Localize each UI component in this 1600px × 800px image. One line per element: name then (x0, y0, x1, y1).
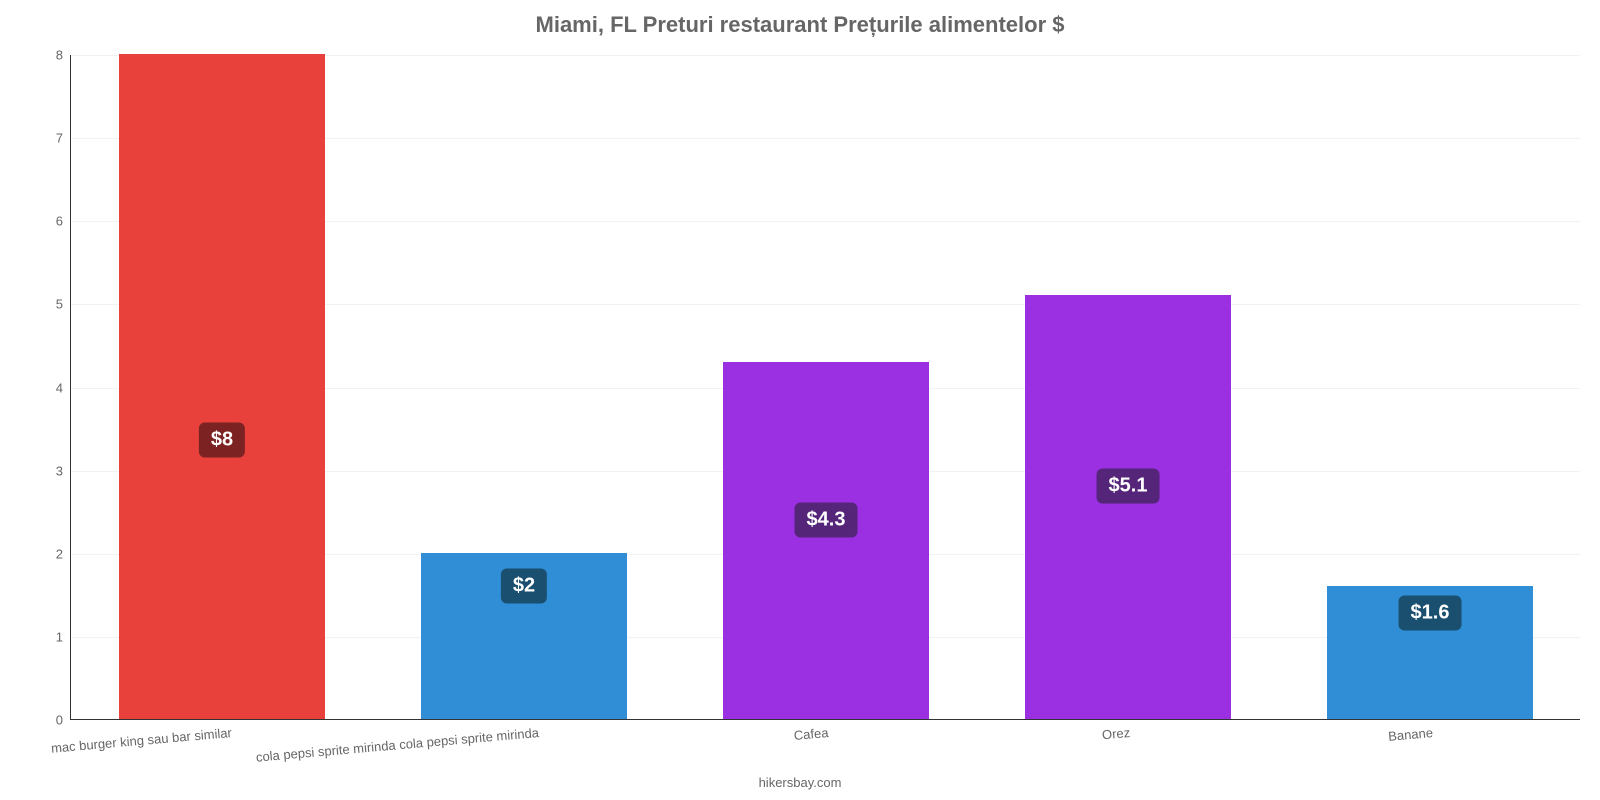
bar: $8 (119, 54, 324, 719)
x-tick-label: Cafea (793, 725, 829, 743)
plot-area: 012345678$8mac burger king sau bar simil… (70, 55, 1580, 720)
y-tick-label: 8 (56, 48, 63, 63)
source-attribution: hikersbay.com (759, 775, 842, 790)
y-tick-label: 4 (56, 380, 63, 395)
bar-value-label: $2 (501, 569, 547, 604)
y-tick-label: 3 (56, 463, 63, 478)
x-tick-label: Banane (1388, 725, 1434, 744)
bar: $2 (421, 553, 626, 719)
bar-value-label: $5.1 (1097, 469, 1160, 504)
bar-value-label: $8 (199, 422, 245, 457)
bar: $4.3 (723, 362, 928, 719)
y-tick-label: 6 (56, 214, 63, 229)
bar-value-label: $1.6 (1399, 595, 1462, 630)
y-tick-label: 7 (56, 131, 63, 146)
y-tick-label: 5 (56, 297, 63, 312)
x-tick-label: mac burger king sau bar similar (50, 725, 232, 756)
x-tick-label: cola pepsi sprite mirinda cola pepsi spr… (255, 725, 539, 765)
y-tick-label: 0 (56, 713, 63, 728)
bar-value-label: $4.3 (795, 502, 858, 537)
chart-title: Miami, FL Preturi restaurant Prețurile a… (0, 0, 1600, 38)
bar: $1.6 (1327, 586, 1532, 719)
chart-plot: 012345678$8mac burger king sau bar simil… (70, 55, 1580, 720)
bar: $5.1 (1025, 295, 1230, 719)
y-tick-label: 2 (56, 546, 63, 561)
x-tick-label: Orez (1101, 725, 1130, 742)
y-tick-label: 1 (56, 629, 63, 644)
